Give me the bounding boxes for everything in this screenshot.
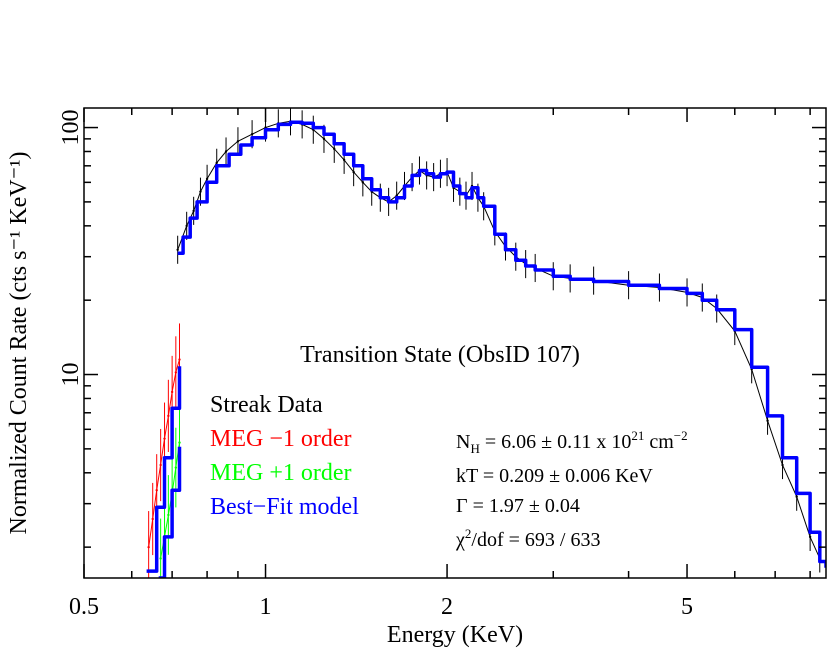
fit-param-kt: kT = 0.209 ± 0.006 KeV: [456, 465, 653, 487]
data-point: [808, 535, 812, 539]
data-point: [147, 545, 150, 549]
fit-param-chi2: χ2/dof = 693 / 633: [455, 526, 600, 551]
series-best-fit-model-1: [146, 366, 182, 573]
data-point: [361, 181, 365, 184]
data-point: [167, 513, 170, 517]
x-tick-label: 1: [260, 594, 272, 620]
data-point: [795, 495, 798, 498]
x-tick-label: 0.5: [69, 594, 99, 620]
series-meg-1-order: [159, 402, 181, 578]
data-point: [199, 190, 202, 193]
data-point: [159, 557, 162, 560]
legend-title: Streak Data: [210, 392, 323, 418]
y-axis-title: Normalized Count Rate (cts s⁻¹ KeV⁻¹): [6, 152, 32, 535]
x-tick-label: 5: [681, 594, 693, 620]
data-point: [205, 177, 209, 181]
series-best-fit-model-1: [158, 446, 182, 578]
x-tick-label: 2: [441, 594, 453, 620]
data-point: [176, 248, 179, 251]
data-point: [250, 132, 254, 136]
data-point: [352, 170, 355, 174]
legend-entry-best-fit: Best−Fit model: [210, 494, 359, 520]
data-point: [178, 441, 181, 444]
data-point: [236, 140, 240, 143]
data-point: [333, 147, 336, 151]
x-axis-title: Energy (KeV): [387, 622, 523, 648]
data-point: [224, 150, 228, 153]
data-point: [163, 437, 166, 440]
model-line: [158, 446, 182, 578]
legend-entry-meg-plus-1: MEG +1 order: [210, 460, 352, 486]
fit-param-gamma: Γ = 1.97 ± 0.04: [456, 495, 580, 517]
data-point: [185, 224, 188, 228]
legend-entry-meg-minus-1: MEG −1 order: [210, 426, 352, 452]
data-point: [155, 489, 158, 492]
plot-frame: [83, 107, 827, 579]
legend: Streak Data MEG −1 order MEG +1 order Be…: [210, 392, 359, 520]
data-point: [192, 209, 195, 213]
axis-ticks: 0.5 1 2 5 10 100: [58, 108, 826, 620]
data-point: [170, 390, 174, 394]
data-point: [781, 463, 784, 467]
data-trace: [177, 120, 821, 559]
data-point: [766, 419, 769, 422]
data-point: [167, 414, 170, 418]
data-point: [215, 161, 218, 164]
y-tick-label: 100: [58, 110, 84, 146]
data-point: [322, 137, 326, 141]
series-best-fit-model: [177, 120, 826, 568]
data-point: [159, 463, 162, 467]
chart-annotation: Transition State (ObsID 107): [300, 342, 580, 368]
data-layer: [146, 108, 826, 578]
data-point: [342, 158, 346, 162]
model-line: [177, 120, 826, 568]
fit-parameters: NH = 6.06 ± 0.11 x 1021 cm−2 kT = 0.209 …: [455, 428, 688, 551]
data-point: [151, 517, 154, 521]
data-point: [174, 466, 178, 469]
data-point: [174, 371, 178, 374]
model-line: [146, 366, 182, 573]
y-tick-label: 10: [58, 363, 84, 387]
data-point: [178, 358, 181, 361]
fit-param-nh: NH = 6.06 ± 0.11 x 1021 cm−2: [456, 428, 688, 456]
